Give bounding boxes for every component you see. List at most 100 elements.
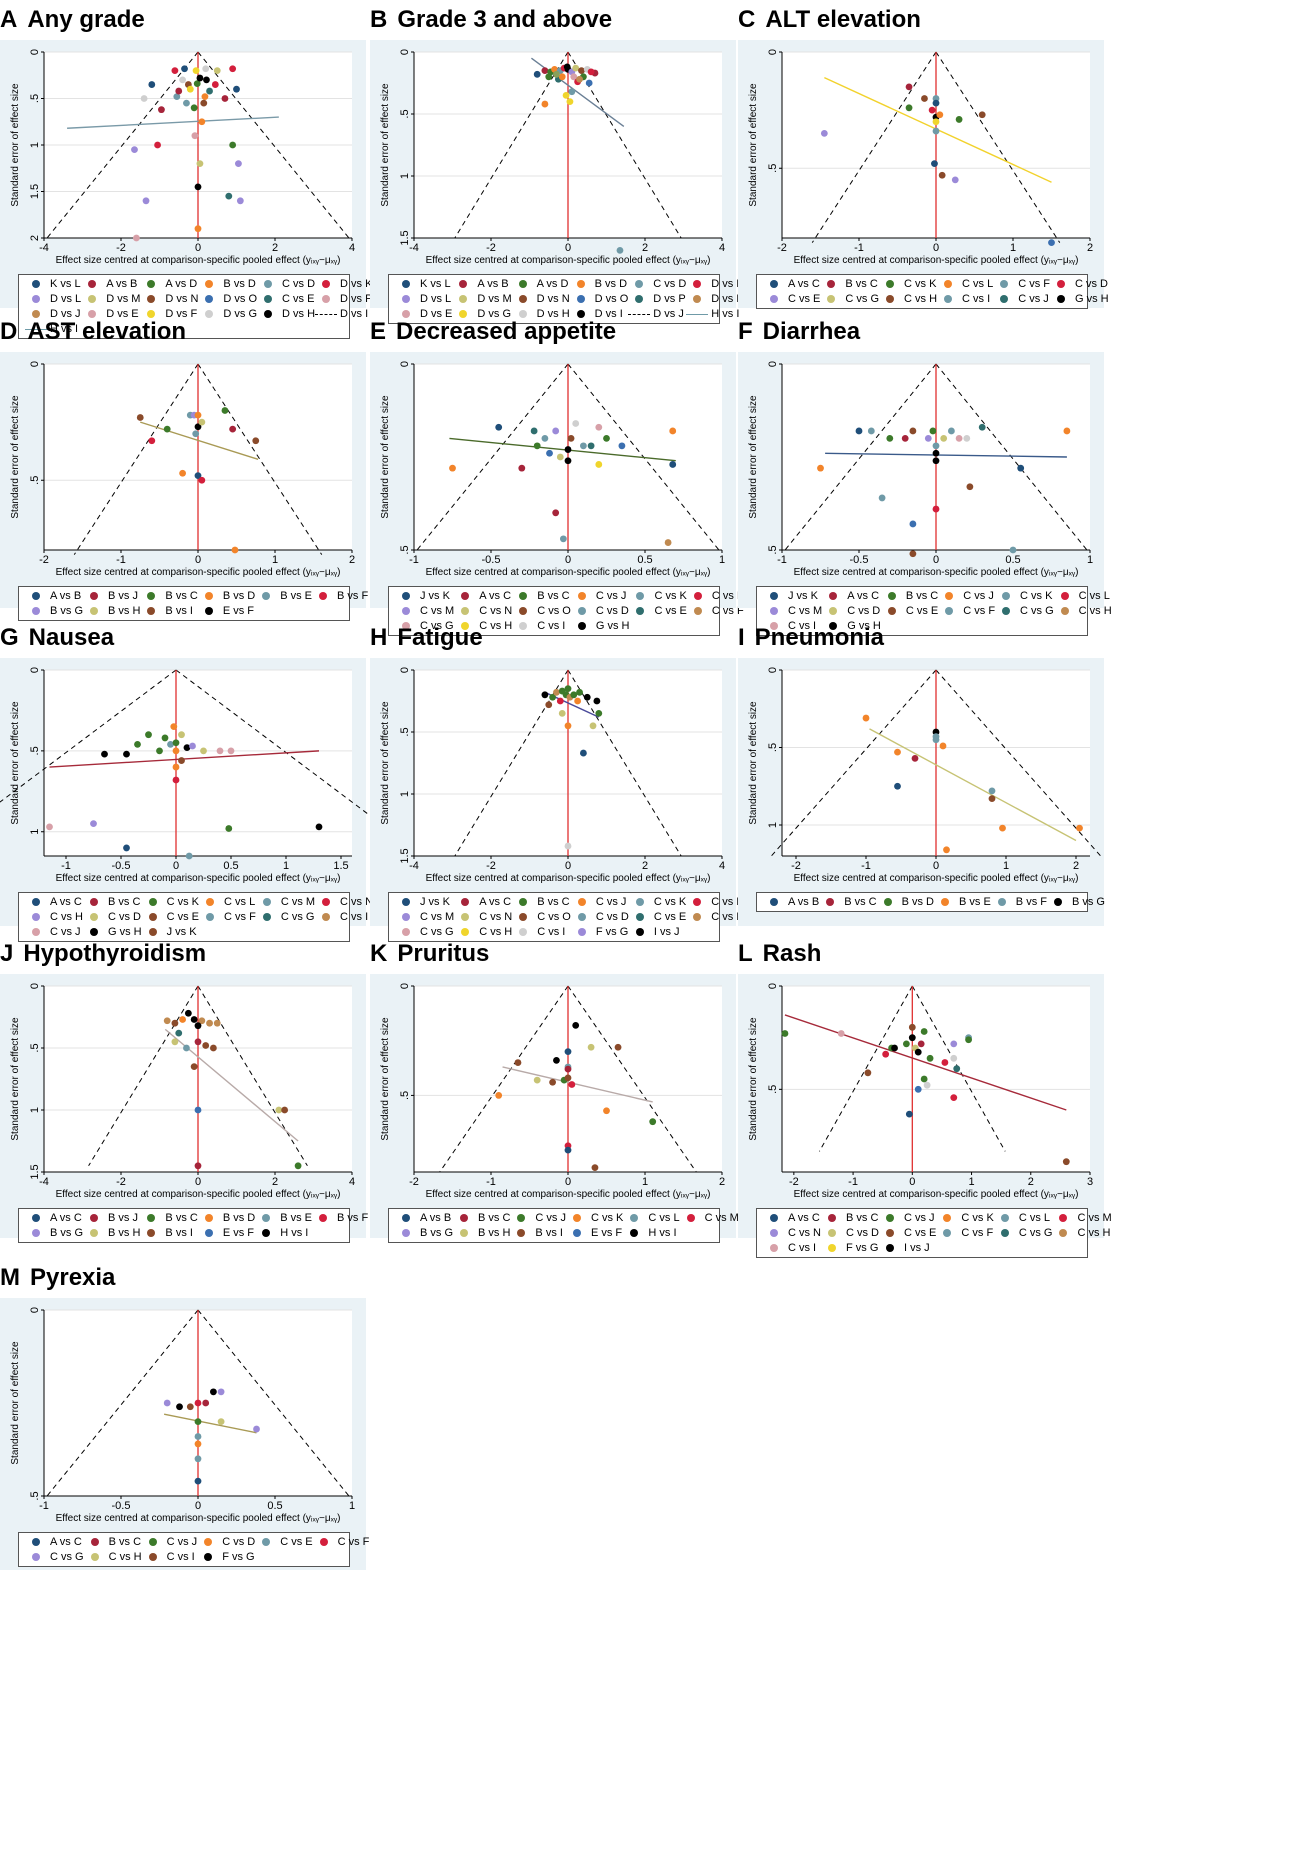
- legend-dot-icon: [763, 277, 785, 291]
- legend-label: C vs H: [479, 620, 513, 632]
- data-point: [194, 1038, 202, 1046]
- legend-item: J vs K: [142, 925, 199, 939]
- legend-label: C vs D: [1075, 278, 1108, 290]
- legend-item: C vs M: [680, 1211, 739, 1225]
- legend-label: B vs I: [165, 1227, 193, 1239]
- funnel-left: [454, 51, 569, 239]
- legend-item: H vs I: [25, 322, 81, 336]
- legend-item: E vs F: [198, 604, 255, 618]
- legend-dot-icon: [395, 292, 417, 306]
- legend-label: C vs D: [847, 605, 881, 617]
- legend-dot-icon: [879, 292, 901, 306]
- data-point: [963, 435, 971, 442]
- data-point: [163, 425, 171, 433]
- data-point: [185, 852, 193, 860]
- legend-label: B vs J: [108, 590, 138, 602]
- legend-dot-icon: [452, 292, 474, 306]
- legend-item: B vs D: [198, 589, 255, 603]
- legend-label: D vs J: [653, 308, 684, 320]
- legend-item: C vs J: [571, 589, 630, 603]
- legend-label: B vs H: [478, 1227, 511, 1239]
- panel-title: A Any grade: [0, 6, 145, 34]
- legend-label: H vs I: [711, 308, 740, 320]
- data-point: [1063, 427, 1071, 435]
- data-point: [233, 85, 240, 93]
- data-point: [196, 74, 204, 82]
- data-point: [231, 546, 239, 554]
- x-axis-title: Effect size centred at comparison-specif…: [426, 255, 711, 266]
- legend-label: A vs B: [477, 278, 509, 290]
- data-point: [978, 111, 986, 119]
- data-point: [194, 472, 202, 479]
- data-point: [183, 1044, 190, 1052]
- data-point: [955, 435, 963, 442]
- legend-dot-icon: [255, 1211, 277, 1225]
- funnel-left: [818, 985, 913, 1152]
- panel-letter: K: [370, 940, 388, 967]
- legend-label: F vs G: [846, 1242, 879, 1254]
- data-point: [1017, 464, 1025, 472]
- legend-item: H vs I: [255, 1226, 312, 1240]
- data-point: [163, 1017, 171, 1025]
- data-point: [194, 423, 202, 431]
- data-point: [932, 118, 940, 126]
- legend-label: C vs I: [537, 926, 566, 938]
- legend-label: J vs K: [420, 896, 450, 908]
- legend-label: D vs K: [711, 278, 744, 290]
- x-axis-title: Effect size centred at comparison-specif…: [794, 255, 1079, 266]
- legend-label: C vs E: [166, 911, 200, 923]
- x-axis-title: Effect size centred at comparison-specif…: [56, 255, 341, 266]
- legend-label: C vs N: [479, 605, 513, 617]
- legend-label: C vs L: [711, 590, 744, 602]
- funnel-right: [935, 363, 1088, 551]
- legend-label: D vs N: [536, 293, 570, 305]
- x-tick-label: -2: [791, 860, 801, 872]
- legend-dot-icon: [83, 1226, 105, 1240]
- data-point: [936, 111, 944, 119]
- data-point: [198, 118, 206, 126]
- data-point: [217, 1418, 225, 1425]
- legend-item: A vs C: [763, 1211, 821, 1225]
- legend-dot-icon: [879, 1241, 901, 1255]
- legend-dot-icon: [81, 292, 103, 306]
- legend-item: K vs L: [395, 277, 452, 291]
- legend-label: C vs L: [1078, 590, 1110, 602]
- data-point: [225, 192, 233, 200]
- data-point: [196, 160, 204, 167]
- legend-item: B vs C: [819, 895, 877, 909]
- legend-item: C vs I: [763, 619, 822, 633]
- data-point: [229, 65, 237, 73]
- data-point: [518, 464, 526, 472]
- data-point: [939, 742, 947, 750]
- legend-dot-icon: [83, 589, 105, 603]
- data-point: [891, 1044, 898, 1052]
- legend-dot-icon: [936, 1211, 958, 1225]
- legend-label: C vs H: [50, 911, 83, 923]
- panel-title: F Diarrhea: [738, 318, 860, 346]
- legend-label: C vs E: [282, 293, 315, 305]
- y-tick-label: 0: [29, 983, 41, 989]
- data-point: [175, 87, 183, 95]
- legend-label: C vs F: [963, 605, 996, 617]
- legend: K vs L A vs B A vs D B vs D C vs D D vs K D vs…: [18, 274, 372, 339]
- funnel-right: [567, 669, 682, 857]
- legend-label: B vs C: [537, 590, 570, 602]
- legend-label: C vs M: [420, 911, 455, 923]
- legend-item: C vs J: [510, 1211, 566, 1225]
- data-point: [564, 722, 572, 730]
- legend-label: D vs K: [340, 278, 373, 290]
- legend-item: B vs C: [821, 1211, 879, 1225]
- legend-label: B vs F: [337, 1212, 369, 1224]
- legend-dot-icon: [315, 292, 337, 306]
- legend-item: B vs E: [255, 589, 312, 603]
- data-point: [194, 1162, 202, 1170]
- data-point: [595, 423, 603, 431]
- data-point: [194, 1022, 202, 1030]
- legend-dot-icon: [993, 292, 1015, 306]
- panel-title-text: Pruritus: [397, 940, 490, 967]
- legend-label: D vs J: [50, 308, 81, 320]
- legend-dot-icon: [628, 292, 650, 306]
- legend-item: C vs E: [142, 910, 199, 924]
- legend-dot-icon: [257, 277, 279, 291]
